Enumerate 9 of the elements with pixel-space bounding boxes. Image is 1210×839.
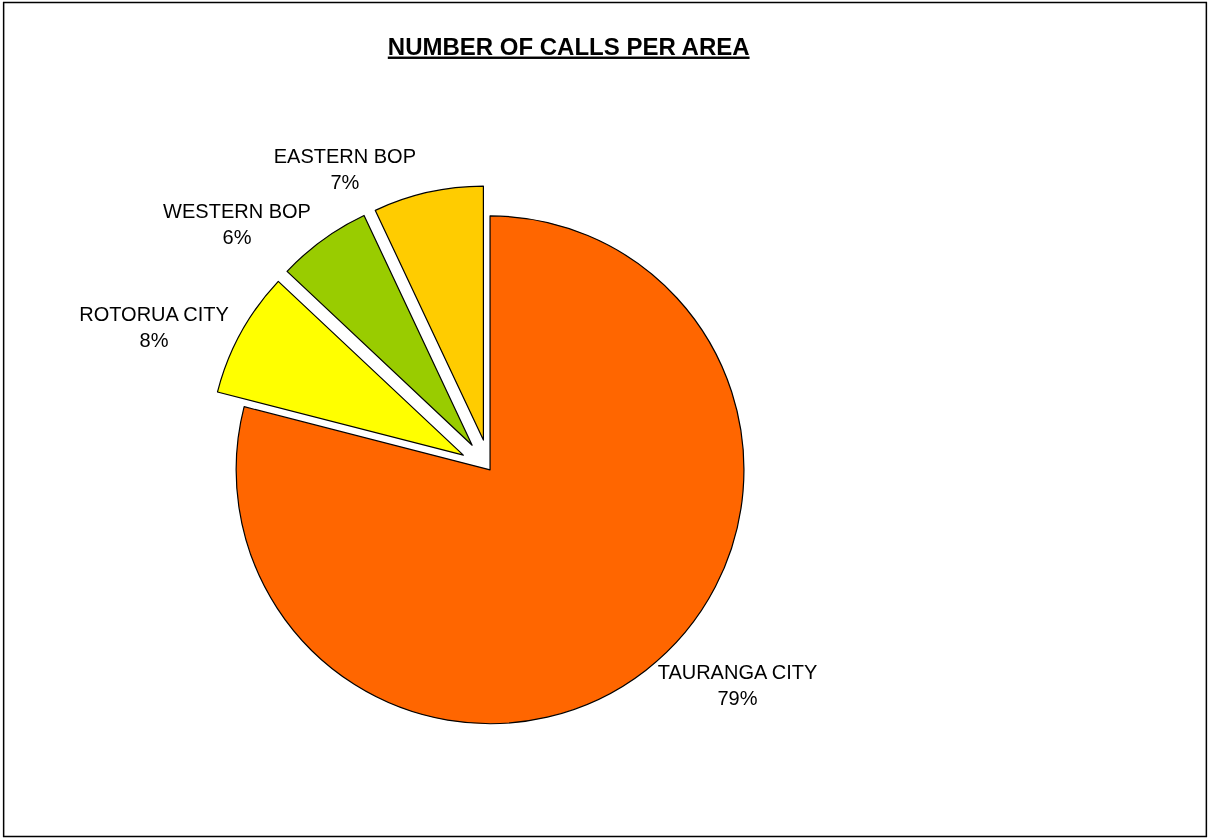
- data-label: 6%: [222, 226, 252, 249]
- slice-label: ROTORUA CITY: [79, 303, 229, 326]
- slice-label: WESTERN BOP: [163, 200, 311, 223]
- data-label: 79%: [717, 687, 758, 710]
- chart-title: NUMBER OF CALLS PER AREA: [387, 32, 750, 60]
- data-label: 7%: [330, 171, 360, 194]
- slice-label: TAURANGA CITY: [657, 661, 818, 684]
- slice-label: EASTERN BOP: [273, 145, 417, 168]
- data-label: 8%: [139, 329, 169, 352]
